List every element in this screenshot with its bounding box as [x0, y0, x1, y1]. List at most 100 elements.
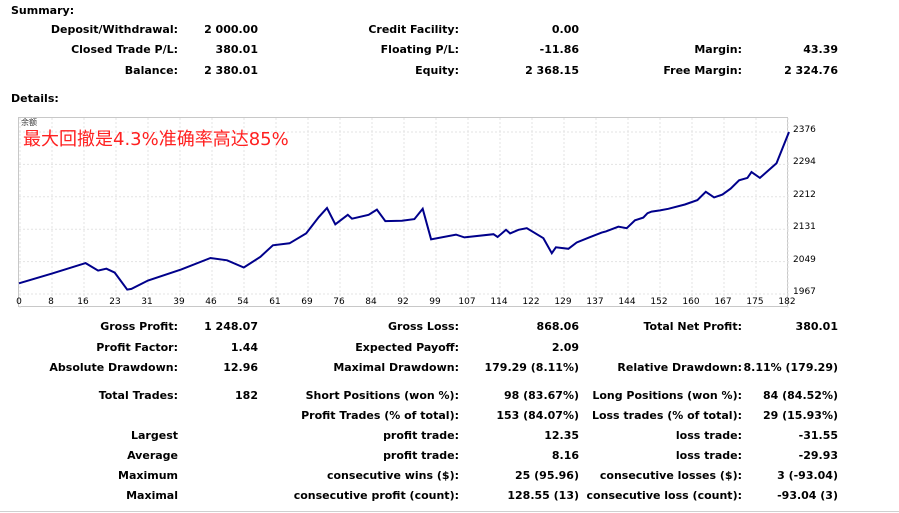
x-tick-label: 16 [77, 297, 89, 307]
equity-value: 2 368.15 [525, 64, 579, 77]
average-loss-label: loss trade: [675, 449, 742, 462]
closed-trade-label: Closed Trade P/L: [71, 43, 178, 56]
gross-loss-label: Gross Loss: [388, 320, 459, 333]
average-profit-label: profit trade: [383, 449, 459, 462]
profit-trades-value: 153 (84.07%) [496, 409, 579, 422]
max-consecutive-losses-value: 3 (-93.04) [777, 469, 838, 482]
expected-payoff-label: Expected Payoff: [355, 341, 459, 354]
abs-drawdown-label: Absolute Drawdown: [49, 361, 178, 374]
y-tick-label: 2376 [793, 125, 816, 135]
maximal-consecutive-profit-value: 128.55 (13) [507, 489, 579, 502]
maximal-consecutive-profit-label: consecutive profit (count): [293, 489, 459, 502]
x-tick-label: 122 [522, 297, 540, 307]
x-tick-label: 54 [237, 297, 249, 307]
x-tick-label: 76 [333, 297, 345, 307]
maximum-label: Maximum [118, 469, 178, 482]
y-tick-label: 1967 [793, 287, 816, 297]
x-tick-label: 129 [554, 297, 572, 307]
equity-label: Equity: [415, 64, 459, 77]
balance-value: 2 380.01 [204, 64, 258, 77]
x-tick-label: 61 [269, 297, 281, 307]
max-consecutive-losses-label: consecutive losses ($): [599, 469, 742, 482]
abs-drawdown-value: 12.96 [223, 361, 258, 374]
chart-overlay-text: 最大回撤是4.3%准确率高达85% [23, 129, 289, 150]
profit-factor-value: 1.44 [230, 341, 258, 354]
chart-mini-label: 余额 [21, 118, 37, 127]
gross-profit-label: Gross Profit: [100, 320, 178, 333]
bottom-divider [0, 511, 899, 512]
short-positions-label: Short Positions (won %): [305, 389, 459, 402]
profit-trades-label: Profit Trades (% of total): [301, 409, 459, 422]
average-profit-value: 8.16 [551, 449, 579, 462]
largest-loss-value: -31.55 [798, 429, 838, 442]
maximal-consecutive-loss-label: consecutive loss (count): [586, 489, 742, 502]
floating-label: Floating P/L: [380, 43, 459, 56]
x-tick-label: 137 [586, 297, 604, 307]
max-drawdown-label: Maximal Drawdown: [333, 361, 459, 374]
max-consecutive-wins-value: 25 (95.96) [515, 469, 579, 482]
y-tick-label: 2131 [793, 222, 816, 233]
maximal-consecutive-loss-value: -93.04 (3) [777, 489, 838, 502]
credit-value: 0.00 [551, 23, 579, 36]
floating-value: -11.86 [539, 43, 579, 56]
x-tick-label: 46 [205, 297, 217, 307]
y-tick-label: 2049 [793, 254, 816, 265]
closed-trade-value: 380.01 [215, 43, 258, 56]
net-profit-value: 380.01 [795, 320, 838, 333]
x-tick-label: 144 [618, 297, 636, 307]
maximal-label: Maximal [126, 489, 178, 502]
x-tick-label: 114 [490, 297, 508, 307]
largest-loss-label: loss trade: [675, 429, 742, 442]
x-tick-label: 152 [650, 297, 668, 307]
average-label: Average [127, 449, 178, 462]
balance-chart [18, 117, 790, 308]
largest-profit-value: 12.35 [544, 429, 579, 442]
long-positions-label: Long Positions (won %): [592, 389, 742, 402]
balance-label: Balance: [124, 64, 178, 77]
x-tick-label: 92 [397, 297, 409, 307]
average-loss-value: -29.93 [798, 449, 838, 462]
short-positions-value: 98 (83.67%) [503, 389, 579, 402]
gross-loss-value: 868.06 [536, 320, 579, 333]
margin-label: Margin: [694, 43, 742, 56]
x-tick-label: 84 [365, 297, 377, 307]
free-margin-label: Free Margin: [663, 64, 742, 77]
total-trades-value: 182 [235, 389, 258, 402]
total-trades-label: Total Trades: [98, 389, 178, 402]
x-tick-label: 107 [458, 297, 476, 307]
long-positions-value: 84 (84.52%) [762, 389, 838, 402]
margin-value: 43.39 [803, 43, 838, 56]
rel-drawdown-value: 8.11% (179.29) [743, 361, 839, 374]
loss-trades-value: 29 (15.93%) [762, 409, 838, 422]
rel-drawdown-label: Relative Drawdown: [617, 361, 742, 374]
summary-title: Summary: [11, 4, 75, 17]
profit-factor-label: Profit Factor: [96, 341, 178, 354]
y-tick-label: 2212 [793, 189, 816, 200]
x-tick-label: 8 [48, 297, 54, 307]
x-tick-label: 69 [301, 297, 313, 307]
x-tick-label: 99 [429, 297, 441, 307]
x-tick-label: 31 [141, 297, 153, 307]
y-tick-label: 2294 [793, 157, 816, 168]
deposit-value: 2 000.00 [204, 23, 258, 36]
credit-label: Credit Facility: [368, 23, 459, 36]
free-margin-value: 2 324.76 [784, 64, 838, 77]
x-tick-label: 0 [16, 297, 22, 307]
loss-trades-label: Loss trades (% of total): [591, 409, 742, 422]
largest-label: Largest [131, 429, 178, 442]
deposit-label: Deposit/Withdrawal: [50, 23, 178, 36]
details-title: Details: [11, 92, 59, 105]
largest-profit-label: profit trade: [383, 429, 459, 442]
x-tick-label: 23 [109, 297, 121, 307]
gross-profit-value: 1 248.07 [204, 320, 258, 333]
max-consecutive-wins-label: consecutive wins ($): [326, 469, 459, 482]
x-tick-label: 167 [714, 297, 732, 307]
x-tick-label: 182 [778, 297, 796, 307]
expected-payoff-value: 2.09 [551, 341, 579, 354]
net-profit-label: Total Net Profit: [643, 320, 743, 333]
x-tick-label: 175 [746, 297, 764, 307]
max-drawdown-value: 179.29 (8.11%) [484, 361, 580, 374]
balance-line [18, 131, 790, 291]
x-tick-label: 39 [173, 297, 185, 307]
x-tick-label: 160 [682, 297, 700, 307]
